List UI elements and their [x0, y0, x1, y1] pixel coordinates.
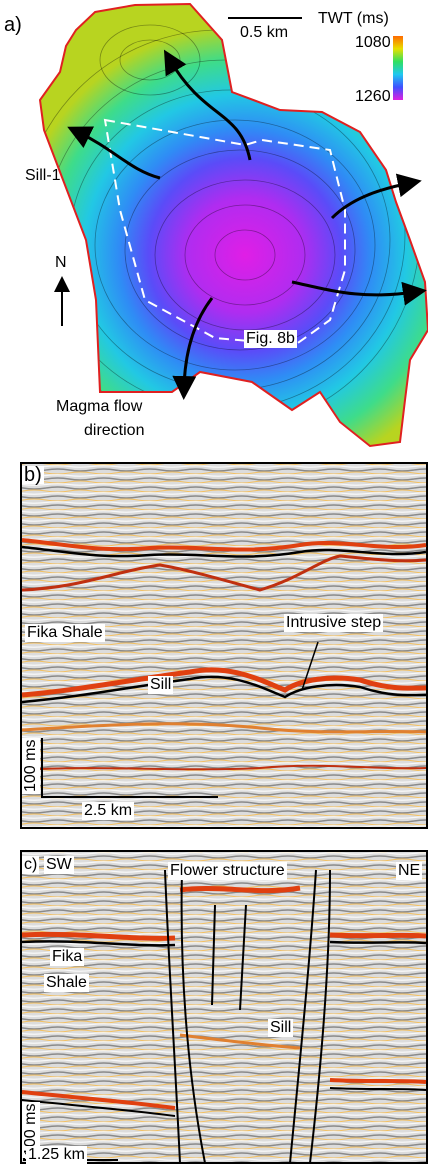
sill-label: Sill [148, 676, 173, 694]
panel-label: c) [22, 856, 39, 874]
seismic-section-b [21, 463, 427, 828]
panel-label: b) [22, 466, 44, 484]
panel-label: a) [4, 16, 22, 34]
north-label: N [55, 254, 67, 272]
sill-label: Sill [268, 1019, 293, 1037]
figure: a) 0.5 km TWT (ms) 1080 1260 Sill-1 N Fi… [0, 0, 428, 1167]
flow-label: Magma flow [56, 398, 142, 416]
seismic-section-c [21, 851, 427, 1163]
colorbar-label: 1260 [355, 88, 391, 106]
section-title: Flower structure [168, 862, 287, 880]
direction-label: SW [44, 856, 74, 874]
unit-label: Fika [50, 948, 84, 966]
colorbar-title: TWT (ms) [318, 10, 389, 28]
direction-label: NE [396, 862, 422, 880]
sill-name: Sill-1 [25, 167, 61, 185]
unit-label: Fika Shale [25, 624, 105, 642]
colorbar [393, 36, 403, 100]
figure-ref: Fig. 8b [244, 330, 297, 348]
vertical-scale: 100 ms [22, 738, 40, 794]
twt-map [40, 4, 428, 446]
horizontal-scale: 2.5 km [82, 802, 134, 820]
unit-label: Shale [44, 974, 89, 992]
flow-label: direction [84, 422, 144, 440]
scale-label: 0.5 km [240, 24, 288, 42]
intrusive-step-label: Intrusive step [284, 614, 383, 632]
colorbar-label: 1080 [355, 34, 391, 52]
horizontal-scale: 1.25 km [26, 1146, 87, 1164]
